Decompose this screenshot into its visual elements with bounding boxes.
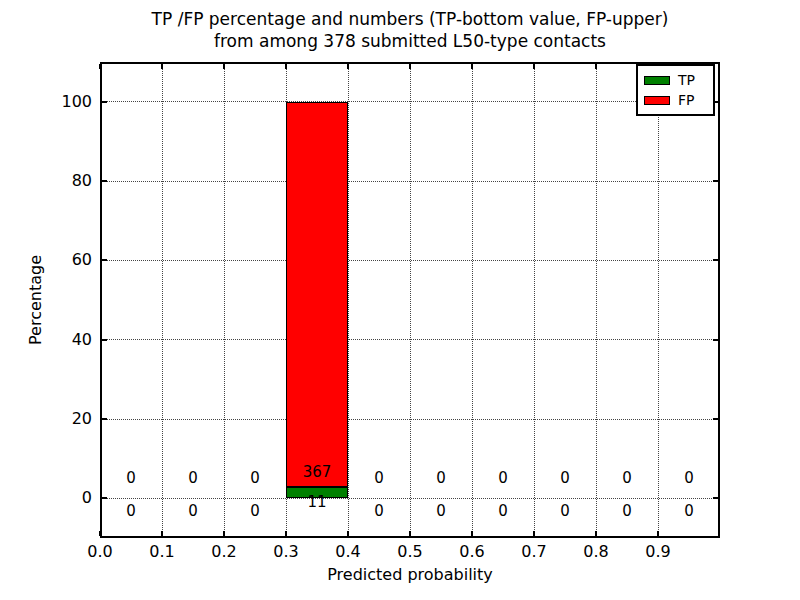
x-tick-top bbox=[533, 64, 535, 69]
x-tick-bottom bbox=[657, 531, 659, 536]
x-tick-label: 0.6 bbox=[450, 543, 494, 561]
y-tick-left bbox=[102, 101, 107, 103]
x-tick-label: 0.8 bbox=[574, 543, 618, 561]
y-tick-right bbox=[713, 180, 718, 182]
legend-swatch-tp bbox=[644, 76, 670, 85]
y-tick-left bbox=[102, 180, 107, 182]
y-tick-left bbox=[102, 259, 107, 261]
y-tick-label: 100 bbox=[48, 93, 92, 111]
y-tick-label: 0 bbox=[48, 489, 92, 507]
x-tick-bottom bbox=[409, 531, 411, 536]
legend-item-fp: FP bbox=[644, 90, 708, 110]
y-tick-right bbox=[713, 259, 718, 261]
x-tick-top bbox=[471, 64, 473, 69]
chart-title-line-2: from among 378 submitted L50-type contac… bbox=[100, 30, 720, 52]
y-tick-left bbox=[102, 497, 107, 499]
annotation-fp-count: 0 bbox=[475, 469, 531, 487]
x-tick-label: 0.4 bbox=[326, 543, 370, 561]
x-tick-bottom bbox=[347, 531, 349, 536]
x-tick-bottom bbox=[161, 531, 163, 536]
annotation-tp-count: 0 bbox=[537, 502, 593, 520]
x-tick-top bbox=[99, 64, 101, 69]
gridline-v bbox=[162, 62, 163, 538]
y-tick-right bbox=[713, 497, 718, 499]
x-tick-label: 0.3 bbox=[264, 543, 308, 561]
x-tick-top bbox=[223, 64, 225, 69]
y-tick-left bbox=[102, 418, 107, 420]
y-tick-right bbox=[713, 339, 718, 341]
annotation-fp-count: 0 bbox=[413, 469, 469, 487]
plot-area: TP FP 00000036711000000000000 bbox=[100, 62, 720, 538]
annotation-fp-count: 0 bbox=[165, 469, 221, 487]
x-tick-label: 0.0 bbox=[78, 543, 122, 561]
x-tick-bottom bbox=[99, 531, 101, 536]
y-tick-label: 60 bbox=[48, 251, 92, 269]
x-tick-label: 0.7 bbox=[512, 543, 556, 561]
legend: TP FP bbox=[636, 64, 715, 116]
x-axis-label: Predicted probability bbox=[100, 565, 720, 585]
x-tick-bottom bbox=[471, 531, 473, 536]
annotation-fp-count: 0 bbox=[103, 469, 159, 487]
annotation-fp-count: 0 bbox=[661, 469, 717, 487]
bar-fp-segment bbox=[286, 102, 348, 487]
x-tick-top bbox=[595, 64, 597, 69]
legend-item-tp: TP bbox=[644, 70, 708, 90]
y-tick-left bbox=[102, 339, 107, 341]
annotation-tp-count: 0 bbox=[661, 502, 717, 520]
y-tick-right bbox=[713, 418, 718, 420]
x-tick-label: 0.5 bbox=[388, 543, 432, 561]
x-tick-label: 0.2 bbox=[202, 543, 246, 561]
gridline-v bbox=[596, 62, 597, 538]
x-tick-top bbox=[409, 64, 411, 69]
x-tick-label: 0.9 bbox=[636, 543, 680, 561]
annotation-tp-count: 0 bbox=[599, 502, 655, 520]
gridline-v bbox=[410, 62, 411, 538]
legend-swatch-fp bbox=[644, 96, 670, 105]
y-tick-label: 80 bbox=[48, 172, 92, 190]
y-axis-label: Percentage bbox=[26, 200, 46, 400]
x-tick-label: 0.1 bbox=[140, 543, 184, 561]
annotation-tp-count: 11 bbox=[289, 493, 345, 511]
annotation-fp-count: 0 bbox=[537, 469, 593, 487]
chart-title: TP /FP percentage and numbers (TP-bottom… bbox=[100, 8, 720, 52]
x-tick-bottom bbox=[533, 531, 535, 536]
figure-canvas: TP /FP percentage and numbers (TP-bottom… bbox=[0, 0, 800, 600]
gridline-v bbox=[472, 62, 473, 538]
annotation-tp-count: 0 bbox=[351, 502, 407, 520]
gridline-v bbox=[534, 62, 535, 538]
annotation-tp-count: 0 bbox=[165, 502, 221, 520]
annotation-fp-count: 367 bbox=[289, 463, 345, 481]
legend-label-fp: FP bbox=[678, 93, 695, 107]
x-tick-bottom bbox=[285, 531, 287, 536]
gridline-v bbox=[658, 62, 659, 538]
annotation-fp-count: 0 bbox=[599, 469, 655, 487]
x-tick-top bbox=[285, 64, 287, 69]
legend-label-tp: TP bbox=[678, 73, 695, 87]
x-tick-bottom bbox=[223, 531, 225, 536]
annotation-tp-count: 0 bbox=[413, 502, 469, 520]
chart-title-line-1: TP /FP percentage and numbers (TP-bottom… bbox=[100, 8, 720, 30]
x-tick-top bbox=[161, 64, 163, 69]
x-tick-top bbox=[347, 64, 349, 69]
gridline-v bbox=[224, 62, 225, 538]
annotation-tp-count: 0 bbox=[103, 502, 159, 520]
annotation-fp-count: 0 bbox=[227, 469, 283, 487]
annotation-tp-count: 0 bbox=[227, 502, 283, 520]
annotation-fp-count: 0 bbox=[351, 469, 407, 487]
annotation-tp-count: 0 bbox=[475, 502, 531, 520]
x-tick-bottom bbox=[595, 531, 597, 536]
y-tick-label: 20 bbox=[48, 410, 92, 428]
y-tick-label: 40 bbox=[48, 331, 92, 349]
